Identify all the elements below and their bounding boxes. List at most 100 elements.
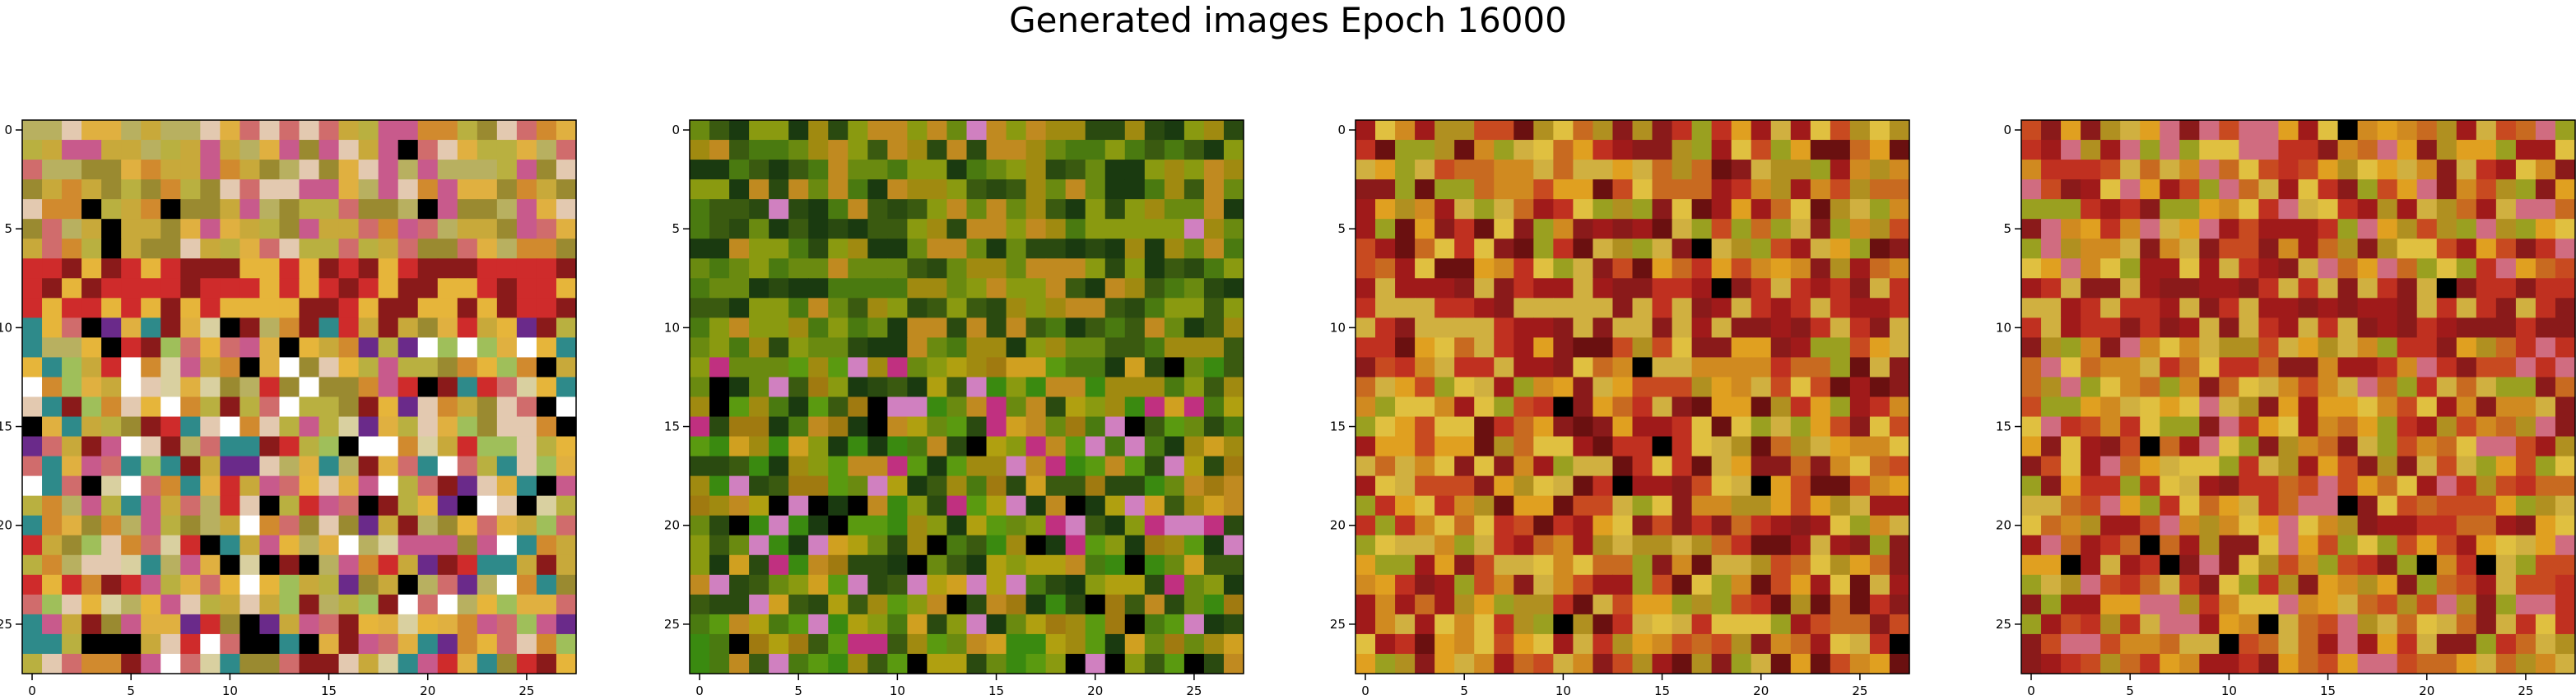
pixel (81, 278, 102, 299)
pixel (2179, 120, 2200, 141)
pixel (2100, 298, 2121, 318)
pixel (2199, 377, 2220, 398)
pixel (378, 377, 399, 398)
pixel (477, 416, 498, 438)
pixel (848, 219, 868, 239)
pixel (690, 199, 710, 220)
pixel (2515, 653, 2536, 674)
pixel (180, 594, 201, 615)
pixel (279, 475, 300, 497)
pixel (477, 377, 498, 398)
pixel (2495, 120, 2517, 141)
pixel (2377, 554, 2398, 576)
pixel (437, 515, 458, 536)
pixel (2021, 614, 2042, 635)
pixel (2199, 653, 2220, 674)
pixel (496, 633, 518, 655)
pixel (2515, 317, 2536, 338)
pixel (2061, 416, 2081, 438)
pixel (536, 278, 557, 299)
pixel (220, 298, 240, 318)
pixel (2397, 258, 2418, 279)
pixel (417, 239, 439, 259)
pixel (42, 377, 63, 398)
pixel (709, 140, 730, 160)
pixel (101, 535, 122, 556)
pixel (358, 199, 379, 220)
pixel (2100, 554, 2121, 576)
pixel (556, 199, 577, 220)
pixel (259, 179, 281, 200)
pixel (437, 317, 458, 338)
pixel (42, 298, 63, 318)
y-tick-label: 5 (2003, 221, 2011, 236)
pixel (42, 436, 63, 457)
pixel (2337, 337, 2359, 359)
pixel (2495, 199, 2517, 220)
pixel (121, 377, 142, 398)
pixel (160, 416, 181, 438)
pixel (2555, 298, 2576, 318)
pixel (2041, 160, 2062, 180)
pixel (81, 515, 102, 536)
pixel (259, 574, 281, 595)
pixel (2456, 120, 2477, 141)
pixel (338, 219, 360, 239)
pixel (2140, 377, 2160, 398)
pixel (788, 160, 809, 180)
pixel (2456, 219, 2477, 239)
pixel (2495, 239, 2517, 259)
pixel (2495, 377, 2517, 398)
pixel (2337, 653, 2359, 674)
pixel (2120, 495, 2141, 517)
pixel (42, 594, 63, 615)
pixel (417, 140, 439, 160)
pixel (200, 416, 221, 438)
pixel (2377, 535, 2398, 556)
pixel (457, 574, 478, 595)
pixel (848, 199, 868, 220)
pixel (299, 515, 320, 536)
pixel (2219, 475, 2239, 497)
pixel (2555, 574, 2576, 595)
pixel (2120, 416, 2141, 438)
pixel (2239, 219, 2260, 239)
pixel (477, 278, 498, 299)
pixel (2515, 535, 2536, 556)
pixel (279, 199, 300, 220)
pixel (62, 258, 82, 279)
pixel (319, 219, 340, 239)
pixel (516, 535, 537, 556)
pixel (2337, 120, 2359, 141)
pixel (22, 633, 43, 655)
pixel (457, 239, 478, 259)
pixel (2357, 456, 2378, 477)
pixel (299, 574, 320, 595)
pixel (2436, 357, 2457, 378)
pixel (477, 160, 498, 180)
pixel (907, 179, 928, 200)
pixel (2456, 396, 2477, 418)
pixel (2298, 317, 2319, 338)
pixel (101, 239, 122, 259)
pixel (1164, 140, 1185, 160)
pixel (2436, 278, 2457, 299)
pixel (220, 495, 240, 517)
pixel (200, 495, 221, 517)
pixel (437, 456, 458, 477)
pixel (2120, 456, 2141, 477)
pixel (2021, 535, 2042, 556)
pixel (2495, 317, 2517, 338)
pixel (2337, 317, 2359, 338)
pixel (2179, 614, 2200, 635)
pixel (2515, 554, 2536, 576)
pixel (2337, 239, 2359, 259)
pixel (2160, 278, 2180, 299)
pixel (2416, 653, 2438, 674)
pixel (160, 396, 181, 418)
pixel (2120, 653, 2141, 674)
pixel (2100, 574, 2121, 595)
pixel (2239, 633, 2260, 655)
pixel (338, 258, 360, 279)
pixel (417, 278, 439, 299)
